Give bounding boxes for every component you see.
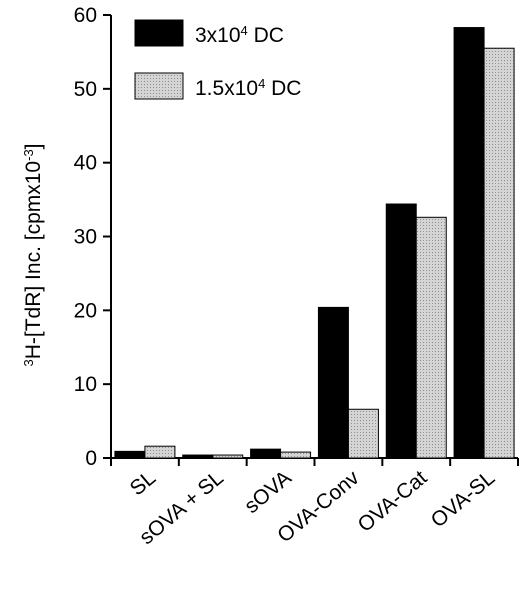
legend-swatch-series-1: [134, 19, 184, 47]
category-label: OVA-Cat: [354, 466, 432, 537]
bar-series-1: [182, 454, 214, 459]
legend-label-series-1-suffix: DC: [248, 24, 284, 47]
y-axis-title-sup2: -3: [21, 149, 36, 161]
legend-swatch-series-2: [134, 72, 184, 100]
y-tick-label: 60: [74, 4, 97, 27]
y-tick-label: 50: [74, 78, 97, 101]
bar-series-2: [212, 454, 244, 459]
y-ticks: 0 10 20 30 40 50 60: [74, 4, 111, 470]
y-tick-label: 30: [74, 226, 97, 249]
bar-series-2: [347, 408, 379, 459]
legend-label-series-2: 1.5x104 DC: [195, 76, 301, 101]
y-axis-title: 3H-[TdR] Inc. [cpmx10-3]: [21, 143, 46, 366]
legend-label-series-2-exp: 4: [258, 76, 265, 91]
bar-series-2: [415, 216, 447, 459]
category-label: OVA-SL: [427, 466, 500, 532]
legend-label-series-2-suffix: DC: [265, 77, 301, 100]
y-tick-label: 20: [74, 299, 97, 322]
bar-series-1: [317, 306, 349, 459]
y-tick-label: 40: [74, 152, 97, 175]
legend-label-series-2-base: 1.5x10: [195, 77, 258, 100]
category-label: sOVA: [240, 466, 296, 518]
y-axis-title-part1: H-[TdR] Inc. [cpmx10: [22, 161, 45, 359]
bars: [114, 27, 515, 459]
legend-label-series-1-exp: 4: [241, 23, 248, 38]
bar-series-2: [483, 47, 515, 459]
bar-series-2: [144, 445, 176, 459]
x-ticks: [110, 458, 519, 466]
bar-series-1: [385, 203, 417, 459]
y-tick-label: 0: [85, 447, 97, 470]
legend-label-series-1-base: 3x10: [195, 24, 241, 47]
legend-label-series-1: 3x104 DC: [195, 23, 284, 48]
bar-series-1: [250, 448, 282, 459]
category-label: SL: [126, 466, 160, 500]
bar-series-2: [280, 451, 312, 459]
y-axis-title-sup1: 3: [21, 359, 36, 366]
bar-series-1: [114, 450, 146, 459]
legend: 3x104 DC 1.5x104 DC: [134, 19, 301, 101]
y-tick-label: 10: [74, 373, 97, 396]
bar-series-1: [453, 27, 485, 459]
y-axis-title-part2: ]: [22, 143, 45, 149]
